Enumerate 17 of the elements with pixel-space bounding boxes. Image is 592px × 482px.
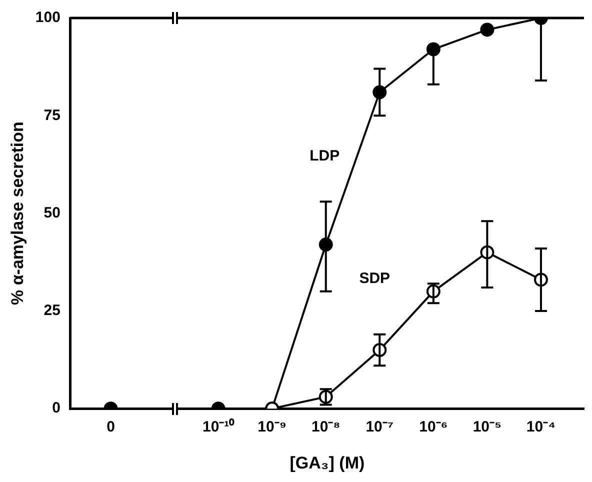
text: SDP [359, 270, 390, 288]
y-tick-label: 100 [35, 9, 60, 26]
y-tick-label: 75 [44, 106, 60, 124]
y-tick-label: 50 [44, 204, 60, 222]
x-tick-label: 10⁻⁹ [258, 418, 286, 436]
x-axis-title: [GA₃] (M) [290, 453, 365, 472]
x-tick-label: 10⁻⁸ [311, 418, 340, 436]
y-tick-label: 0 [52, 400, 60, 417]
x-tick-label: 10⁻⁴ [526, 418, 556, 436]
x-tick-label: 10⁻⁶ [419, 418, 448, 436]
y-axis-title: % α-amylase secretion [8, 122, 27, 305]
series-label: LDP [310, 147, 340, 164]
x-tick-label: 10⁻⁷ [366, 418, 394, 436]
x-tick-label: 10⁻¹⁰ [202, 418, 236, 436]
y-tick-label: 25 [44, 302, 60, 320]
x-tick-label: 0 [106, 418, 115, 436]
x-tick-label: 10⁻⁵ [472, 418, 502, 436]
